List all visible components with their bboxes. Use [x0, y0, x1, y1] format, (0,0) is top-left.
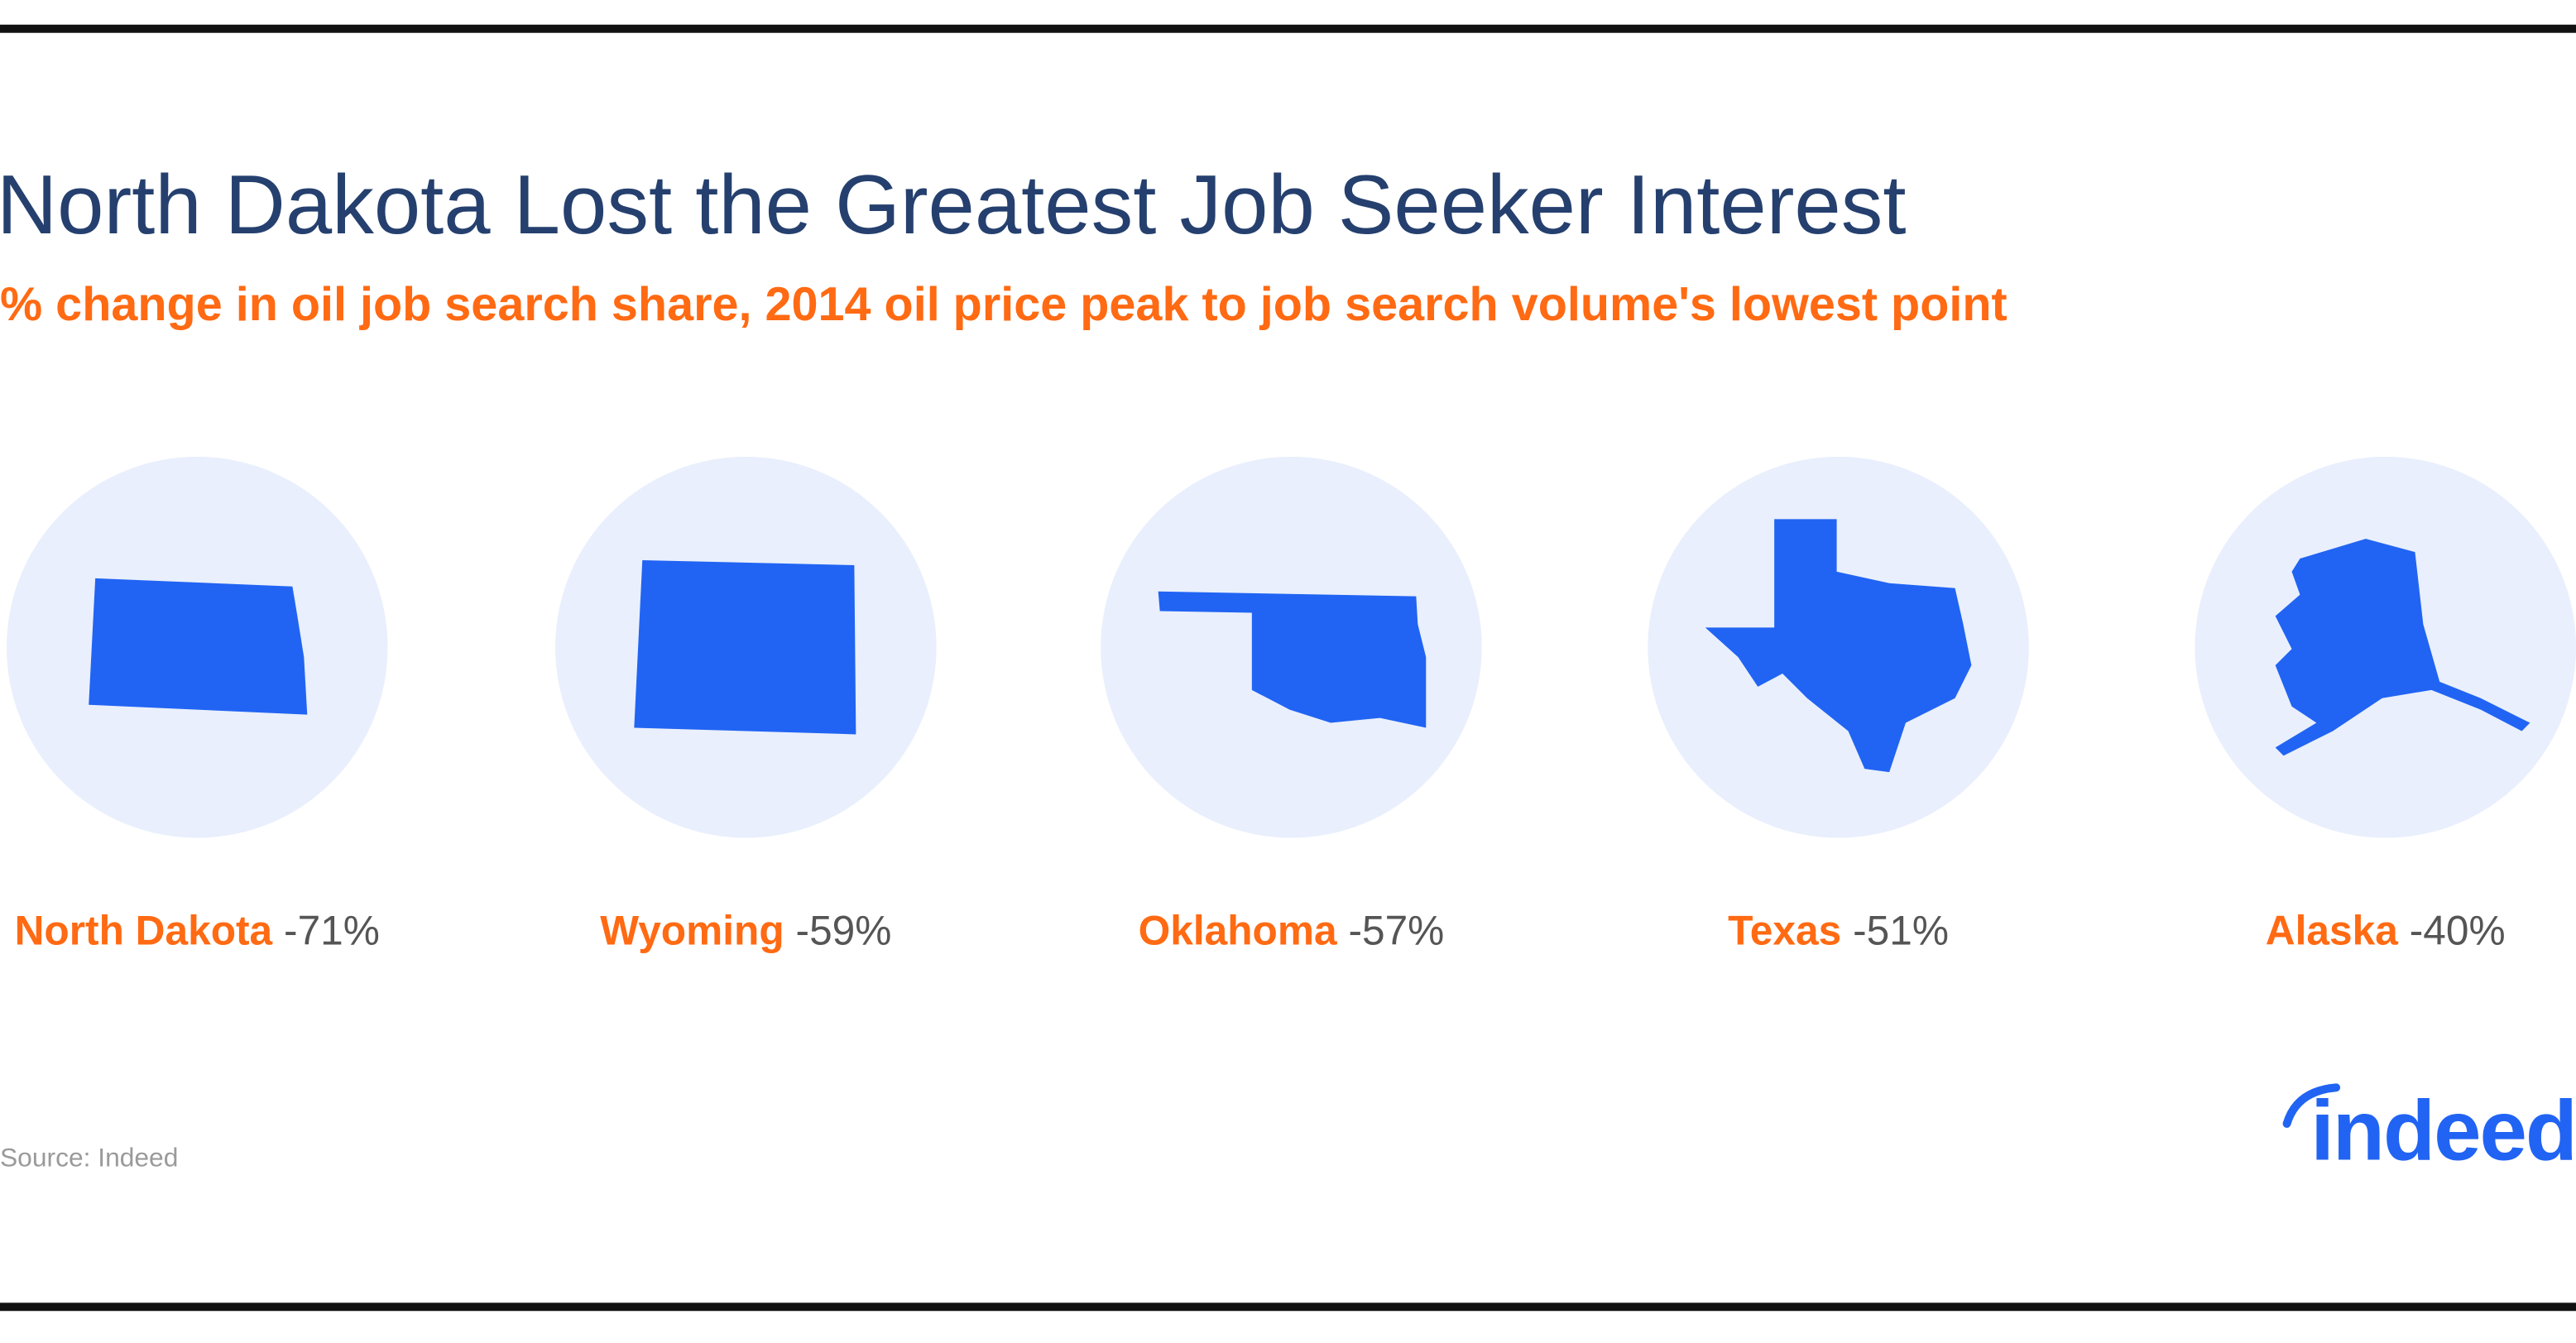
state-change: -51% [1853, 908, 1949, 954]
state-shape [2275, 539, 2530, 756]
source-note: Source: Indeed [0, 1143, 178, 1173]
state-name: Oklahoma [1139, 908, 1337, 954]
state-name: Alaska [2266, 908, 2398, 954]
top-rule [0, 24, 2576, 33]
state-name: Texas [1728, 908, 1841, 954]
state-shape [1158, 591, 1427, 728]
logo-arc [2282, 1083, 2341, 1128]
bottom-rule [0, 1302, 2576, 1312]
state-name: North Dakota [15, 908, 273, 954]
state-labels: North Dakota -71% Wyoming -59% Oklahoma -57% T… [15, 908, 2506, 954]
subtitle: % change in oil job search share, 2014 o… [0, 278, 2008, 331]
state-name: Wyoming [600, 908, 784, 954]
state-change: -71% [284, 908, 380, 954]
state-shape [634, 559, 856, 735]
state-label: Wyoming -59% [600, 908, 891, 954]
state-shape [89, 578, 308, 715]
state-change: -59% [796, 908, 892, 954]
state-label: North Dakota -71% [15, 908, 380, 954]
title: North Dakota Lost the Greatest Job Seeke… [0, 158, 1906, 252]
logo: indeed [2310, 1083, 2576, 1178]
state-change: -57% [1348, 908, 1444, 954]
state-label: Texas -51% [1728, 908, 1949, 954]
state-icons [6, 456, 2576, 838]
state-label: Oklahoma -57% [1139, 908, 1445, 954]
state-shape [1705, 519, 1972, 773]
state-label: Alaska -40% [2266, 908, 2506, 954]
state-change: -40% [2410, 908, 2506, 954]
